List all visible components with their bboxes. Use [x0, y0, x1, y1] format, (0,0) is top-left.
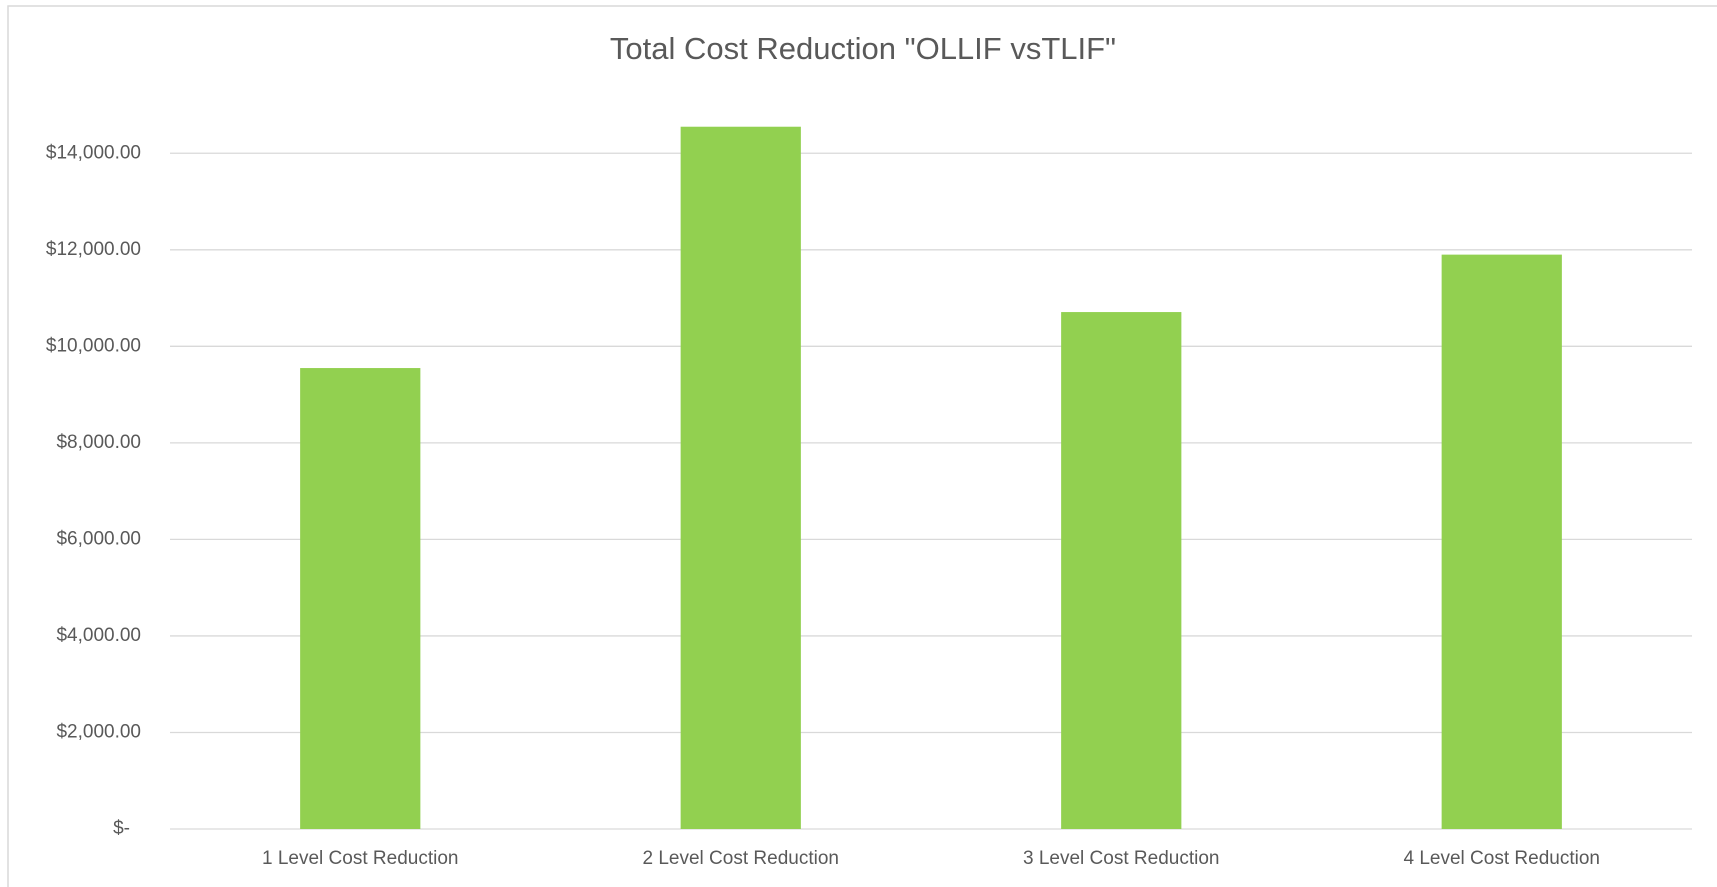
y-tick-label: $6,000.00 — [56, 528, 141, 549]
y-tick-label: $12,000.00 — [46, 239, 141, 260]
y-tick-label: $4,000.00 — [56, 625, 141, 646]
bar — [680, 126, 801, 830]
bar — [1441, 254, 1562, 830]
bar — [300, 368, 421, 829]
y-tick-label: $14,000.00 — [46, 142, 141, 163]
y-tick-label: $- — [113, 818, 130, 839]
bar — [1061, 312, 1182, 830]
x-tick-label: 3 Level Cost Reduction — [1023, 848, 1219, 869]
chart-title: Total Cost Reduction "OLLIF vsTLIF" — [610, 31, 1116, 66]
y-tick-label: $8,000.00 — [56, 432, 141, 453]
x-tick-label: 4 Level Cost Reduction — [1404, 848, 1600, 869]
x-tick-label: 1 Level Cost Reduction — [262, 848, 458, 869]
x-tick-label: 2 Level Cost Reduction — [643, 848, 839, 869]
y-tick-label: $10,000.00 — [46, 335, 141, 356]
y-tick-label: $2,000.00 — [56, 721, 141, 742]
